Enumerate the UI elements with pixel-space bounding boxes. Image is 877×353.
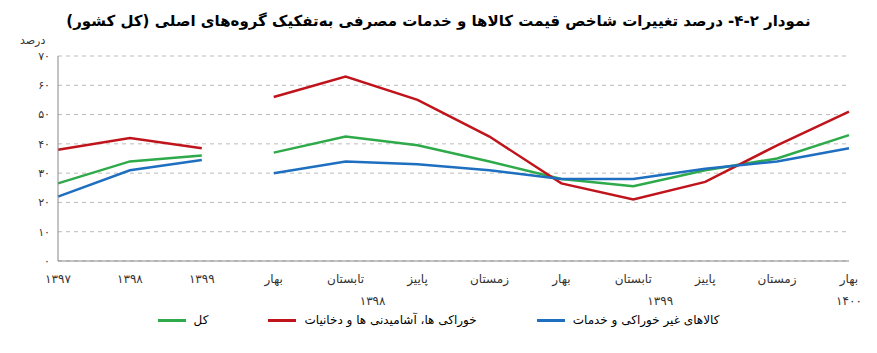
svg-text:بهار: بهار xyxy=(839,272,858,287)
html-text:نمودار ۲-۴- درصد تغییرات شاخص: نمودار ۲-۴- درصد تغییرات شاخص قیمت کالاه… xyxy=(66,12,811,30)
svg-text:پاییز: پاییز xyxy=(406,272,428,287)
svg-text:۱۳۹۸: ۱۳۹۸ xyxy=(117,272,143,286)
svg-text:۱۳۹۹: ۱۳۹۹ xyxy=(189,272,215,286)
svg-text:۱۳۹۷: ۱۳۹۷ xyxy=(45,272,71,286)
svg-text:۱۳۹۹: ۱۳۹۹ xyxy=(647,294,673,308)
svg-text:بهار: بهار xyxy=(264,272,283,287)
svg-text:۶۰: ۶۰ xyxy=(38,79,50,92)
html-text:خوراکی ها، آشامیدنی ها و دخانی: خوراکی ها، آشامیدنی ها و دخانیات xyxy=(304,313,477,327)
svg-text:زمستان: زمستان xyxy=(758,272,797,287)
svg-text:۱۰: ۱۰ xyxy=(38,226,50,239)
svg-text:تابستان: تابستان xyxy=(327,272,364,286)
svg-text:بهار: بهار xyxy=(551,272,570,287)
svg-text:۳۰: ۳۰ xyxy=(38,167,50,180)
svg-text:۲۰: ۲۰ xyxy=(38,196,50,209)
html-text:درصد: درصد xyxy=(20,34,46,47)
svg-text:تابستان: تابستان xyxy=(615,272,652,286)
html-text:کالاهای غیر خوراکی و خدمات: کالاهای غیر خوراکی و خدمات xyxy=(572,313,720,327)
svg-text:۵۰: ۵۰ xyxy=(38,108,50,121)
svg-text:زمستان: زمستان xyxy=(470,272,509,287)
svg-text:۴۰: ۴۰ xyxy=(38,138,50,151)
svg-text:پاییز: پاییز xyxy=(694,272,716,287)
svg-text:۱۳۹۸: ۱۳۹۸ xyxy=(360,294,386,308)
svg-text:۱۴۰۰: ۱۴۰۰ xyxy=(836,294,862,308)
svg-text:۷۰: ۷۰ xyxy=(38,50,50,63)
html-text:کل: کل xyxy=(193,313,209,327)
svg-text:٠: ٠ xyxy=(44,255,50,268)
